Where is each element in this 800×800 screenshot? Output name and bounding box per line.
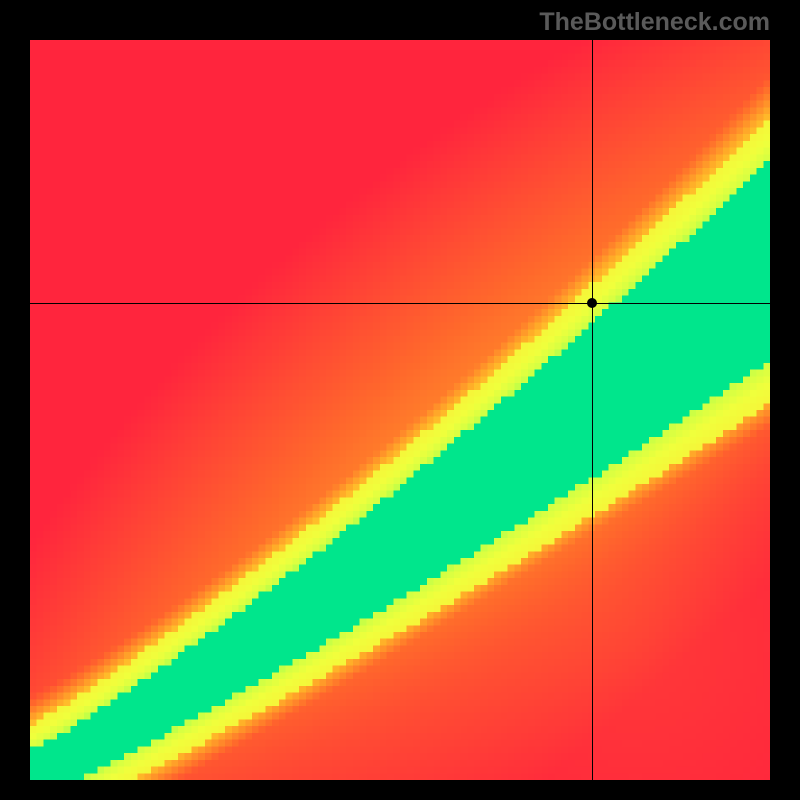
crosshair-horizontal xyxy=(30,303,770,304)
bottleneck-heatmap xyxy=(30,40,770,780)
marker-dot xyxy=(587,298,597,308)
crosshair-vertical xyxy=(592,40,593,780)
heatmap-canvas xyxy=(30,40,770,780)
watermark-text: TheBottleneck.com xyxy=(539,8,770,37)
